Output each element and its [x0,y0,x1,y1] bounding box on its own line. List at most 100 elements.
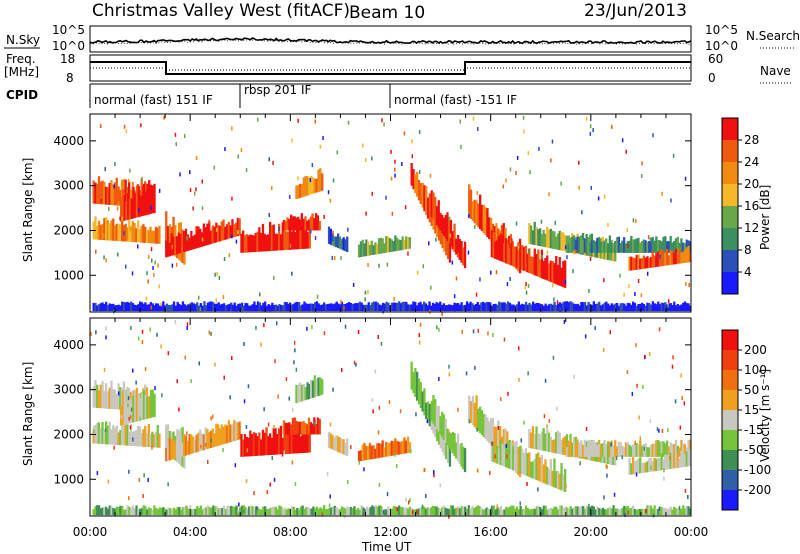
echo-speckle [158,188,161,193]
echo-speckle [538,146,540,151]
echo-cell [188,237,191,251]
echo-cell [243,434,247,457]
echo-cell [285,509,288,516]
echo-cell [212,505,215,516]
echo-cell [177,232,180,254]
echo-speckle [99,124,102,128]
echo-cell [99,181,102,205]
echo-cell [615,237,619,253]
echo-speckle [113,445,115,450]
echo-cell [180,305,183,312]
echo-speckle [668,299,670,304]
echo-cell [142,224,145,243]
echo-cell [674,508,678,516]
echo-cell [437,200,440,228]
echo-speckle [340,256,342,261]
echo-speckle [293,340,296,345]
echo-speckle [671,364,674,369]
echo-cell [215,303,219,312]
echo-cell [573,303,576,312]
echo-cell [548,508,551,516]
echo-cell [666,454,669,470]
echo-cell [558,505,562,516]
echo-cell [610,440,613,457]
echo-cell [457,506,460,516]
echo-cell [151,230,154,244]
echo-cell [614,246,617,262]
echo-speckle [621,455,623,460]
echo-cell [340,439,343,454]
echo-cell [473,305,476,312]
echo-cell [283,301,286,312]
x-axis-title: Time UT [361,540,412,554]
echo-cell [295,385,298,404]
echo-cell [441,228,444,248]
echo-cell [130,301,133,312]
echo-cell [369,305,372,312]
echo-speckle [584,334,587,339]
echo-cell [572,236,576,253]
echo-speckle [371,398,374,403]
echo-cell [447,233,450,259]
echo-cell [367,508,370,516]
echo-cell [430,305,433,312]
echo-cell [551,439,554,453]
echo-cell [146,183,149,215]
echo-speckle [268,213,270,217]
echo-cell [137,186,140,217]
echo-cell [564,469,567,492]
echo-cell [490,230,493,258]
echo-speckle [394,167,396,172]
echo-cell [440,507,444,516]
echo-cell [124,509,127,516]
colorbar-swatch [722,184,738,206]
echo-cell [612,445,615,457]
echo-cell [485,301,488,312]
echo-speckle [130,326,132,330]
echo-speckle [163,115,165,120]
echo-speckle [639,436,641,441]
echo-cell [406,508,410,516]
echo-cell [281,509,285,516]
echo-cell [110,180,113,205]
echo-cell [168,242,171,257]
echo-speckle [546,250,549,255]
echo-cell [299,506,302,516]
echo-cell [121,219,124,242]
echo-cell [408,441,411,453]
echo-cell [401,507,404,516]
echo-speckle [201,237,204,242]
echo-cell [205,507,208,516]
echo-cell [298,509,301,516]
echo-cell [496,304,499,312]
echo-speckle [663,476,665,481]
echo-cell [414,368,417,397]
echo-cell [278,505,281,516]
echo-cell [340,506,344,516]
echo-cell [126,227,129,242]
echo-cell [170,438,173,460]
echo-cell [653,457,656,472]
echo-cell [108,387,111,409]
echo-cell [605,238,608,253]
echo-cell [190,302,194,312]
echo-cell [144,226,147,243]
echo-cell [390,440,393,456]
colorbar-swatch [722,410,738,430]
echo-cell [540,431,544,451]
echo-cell [626,442,629,457]
echo-cell [501,302,504,312]
echo-speckle [192,206,194,211]
echo-cell [215,222,218,243]
echo-cell [327,226,331,244]
echo-cell [565,301,569,312]
echo-cell [365,506,369,516]
echo-cell [657,458,660,471]
echo-cell [179,436,182,458]
echo-speckle [418,333,420,338]
echo-speckle [537,487,539,492]
echo-cell [151,185,154,214]
echo-cell [676,445,679,457]
echo-cell [676,304,679,312]
